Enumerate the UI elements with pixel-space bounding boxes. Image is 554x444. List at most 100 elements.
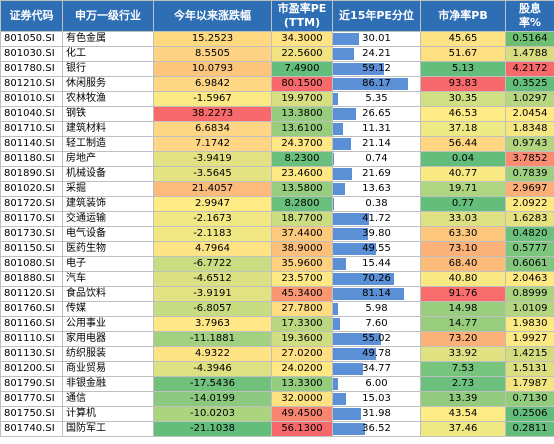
table-row[interactable]: 801750.SI 计算机 -10.0203 49.4500 31.98 43.54 0.2… — [0, 406, 554, 422]
table-row[interactable]: 801780.SI 银行 10.0793 7.4900 59.12 5.13 4.2172 — [0, 61, 554, 77]
cell-industry: 通信 — [62, 391, 154, 407]
cell-pb: 2.73 — [420, 376, 506, 392]
table-row[interactable]: 801130.SI 纺织服装 4.9322 27.0200 49.78 33.92 1.42… — [0, 346, 554, 362]
table-row[interactable]: 801180.SI 房地产 -3.9419 8.2300 0.74 0.04 3.7852 — [0, 151, 554, 167]
header-industry[interactable]: 申万一级行业 — [62, 0, 154, 32]
cell-dividend-yield: 2.9697 — [505, 181, 554, 197]
cell-dividend-yield: 0.7839 — [505, 166, 554, 182]
table-row[interactable]: 801080.SI 电子 -6.7722 35.9600 15.44 68.40 0.606… — [0, 256, 554, 272]
cell-code: 801110.SI — [0, 331, 63, 347]
cell-pb: 73.10 — [420, 241, 506, 257]
cell-pe-percentile: 21.14 — [332, 136, 421, 152]
cell-pb: 91.76 — [420, 286, 506, 302]
cell-pb: 14.98 — [420, 301, 506, 317]
cell-pe-ttm: 80.1500 — [271, 76, 333, 92]
table-row[interactable]: 801140.SI 轻工制造 7.1742 24.3700 21.14 56.44 0.97… — [0, 136, 554, 152]
percentile-bar — [333, 33, 360, 45]
header-pb[interactable]: 市净率PB — [420, 0, 506, 32]
table-row[interactable]: 801740.SI 国防军工 -21.1038 56.1300 36.52 37.46 0.… — [0, 421, 554, 437]
cell-pe-ttm: 45.3400 — [271, 286, 333, 302]
table-row[interactable]: 801120.SI 食品饮料 -3.9191 45.3400 81.14 91.76 0.8… — [0, 286, 554, 302]
header-dividend-yield[interactable]: 股息率% — [505, 0, 554, 32]
cell-ytd-change: -6.7722 — [153, 256, 272, 272]
percentile-value: 21.69 — [362, 168, 391, 179]
table-row[interactable]: 801200.SI 商业贸易 -4.3946 24.0200 34.77 7.53 1.51… — [0, 361, 554, 377]
table-row[interactable]: 801150.SI 医药生物 4.7964 38.9000 49.55 73.10 0.57… — [0, 241, 554, 257]
cell-pe-ttm: 23.4600 — [271, 166, 333, 182]
cell-ytd-change: 15.2523 — [153, 31, 272, 47]
table-row[interactable]: 801110.SI 家用电器 -11.1881 19.3600 55.02 73.20 1.… — [0, 331, 554, 347]
cell-industry: 房地产 — [62, 151, 154, 167]
table-row[interactable]: 801170.SI 交通运输 -2.1673 18.7700 41.72 33.03 1.6… — [0, 211, 554, 227]
cell-code: 801210.SI — [0, 76, 63, 92]
table-row[interactable]: 801040.SI 钢铁 38.2273 13.3800 26.65 46.53 2.045… — [0, 106, 554, 122]
cell-dividend-yield: 1.0297 — [505, 91, 554, 107]
header-ytd-change[interactable]: 今年以来涨跌幅 — [153, 0, 272, 32]
table-row[interactable]: 801720.SI 建筑装饰 2.9947 8.2800 0.38 0.77 2.0922 — [0, 196, 554, 212]
cell-pb: 33.92 — [420, 346, 506, 362]
cell-pe-percentile: 70.26 — [332, 271, 421, 287]
table-row[interactable]: 801030.SI 化工 8.5505 22.5600 24.21 51.67 1.4788 — [0, 46, 554, 62]
table-body: 801050.SI 有色金属 15.2523 34.3000 30.01 45.65 0.5… — [0, 31, 554, 437]
cell-ytd-change: -1.5967 — [153, 91, 272, 107]
table-row[interactable]: 801890.SI 机械设备 -3.5645 23.4600 21.69 40.77 0.7… — [0, 166, 554, 182]
cell-ytd-change: -3.9419 — [153, 151, 272, 167]
table-row[interactable]: 801730.SI 电气设备 -2.1183 37.4400 39.80 63.30 0.4… — [0, 226, 554, 242]
percentile-bar — [333, 183, 345, 195]
cell-industry: 银行 — [62, 61, 154, 77]
header-code[interactable]: 证券代码 — [0, 0, 63, 32]
cell-pb: 40.77 — [420, 166, 506, 182]
percentile-value: 21.14 — [362, 138, 391, 149]
table-row[interactable]: 801160.SI 公用事业 3.7963 17.3300 7.60 14.77 1.983… — [0, 316, 554, 332]
cell-pb: 33.03 — [420, 211, 506, 227]
cell-pe-percentile: 15.03 — [332, 391, 421, 407]
table-row[interactable]: 801010.SI 农林牧渔 -1.5967 19.9700 5.35 30.35 1.02… — [0, 91, 554, 107]
cell-ytd-change: -4.3946 — [153, 361, 272, 377]
cell-code: 801770.SI — [0, 391, 63, 407]
table-row[interactable]: 801210.SI 休闲服务 6.9842 80.1500 86.17 93.83 0.35… — [0, 76, 554, 92]
cell-pe-ttm: 49.4500 — [271, 406, 333, 422]
table-row[interactable]: 801710.SI 建筑材料 6.6834 13.6100 11.31 37.18 1.83… — [0, 121, 554, 137]
cell-dividend-yield: 1.0109 — [505, 301, 554, 317]
table-row[interactable]: 801790.SI 非银金融 -17.5436 13.3300 6.00 2.73 1.79… — [0, 376, 554, 392]
cell-pb: 30.35 — [420, 91, 506, 107]
cell-pe-ttm: 35.9600 — [271, 256, 333, 272]
cell-ytd-change: -2.1183 — [153, 226, 272, 242]
percentile-value: 41.72 — [362, 213, 391, 224]
cell-pe-percentile: 7.60 — [332, 316, 421, 332]
table-row[interactable]: 801770.SI 通信 -14.0199 32.0000 15.03 13.39 0.71… — [0, 391, 554, 407]
cell-ytd-change: 7.1742 — [153, 136, 272, 152]
cell-pb: 37.18 — [420, 121, 506, 137]
cell-pe-percentile: 21.69 — [332, 166, 421, 182]
percentile-bar — [333, 213, 370, 225]
table-row[interactable]: 801880.SI 汽车 -4.6512 23.5700 70.26 40.80 2.046… — [0, 271, 554, 287]
cell-pe-ttm: 13.5800 — [271, 181, 333, 197]
cell-ytd-change: -6.8057 — [153, 301, 272, 317]
cell-pe-percentile: 5.98 — [332, 301, 421, 317]
cell-pe-ttm: 24.0200 — [271, 361, 333, 377]
cell-pe-percentile: 15.44 — [332, 256, 421, 272]
cell-pe-percentile: 59.12 — [332, 61, 421, 77]
header-pe-percentile[interactable]: 近15年PE分位 — [332, 0, 421, 32]
cell-industry: 纺织服装 — [62, 346, 154, 362]
cell-industry: 电子 — [62, 256, 154, 272]
cell-pe-percentile: 0.38 — [332, 196, 421, 212]
cell-dividend-yield: 2.0454 — [505, 106, 554, 122]
table-row[interactable]: 801020.SI 采掘 21.4057 13.5800 13.63 19.71 2.969… — [0, 181, 554, 197]
cell-pb: 0.77 — [420, 196, 506, 212]
cell-pb: 68.40 — [420, 256, 506, 272]
percentile-bar — [333, 333, 381, 345]
table-row[interactable]: 801760.SI 传媒 -6.8057 27.7800 5.98 14.98 1.0109 — [0, 301, 554, 317]
cell-ytd-change: 38.2273 — [153, 106, 272, 122]
percentile-bar — [333, 273, 395, 285]
cell-code: 801200.SI — [0, 361, 63, 377]
cell-ytd-change: -17.5436 — [153, 376, 272, 392]
percentile-bar — [333, 228, 368, 240]
cell-pe-percentile: 13.63 — [332, 181, 421, 197]
cell-industry: 钢铁 — [62, 106, 154, 122]
cell-code: 801890.SI — [0, 166, 63, 182]
table-row[interactable]: 801050.SI 有色金属 15.2523 34.3000 30.01 45.65 0.5… — [0, 31, 554, 47]
cell-pb: 93.83 — [420, 76, 506, 92]
header-pe-ttm[interactable]: 市盈率PE (TTM) — [271, 0, 333, 32]
